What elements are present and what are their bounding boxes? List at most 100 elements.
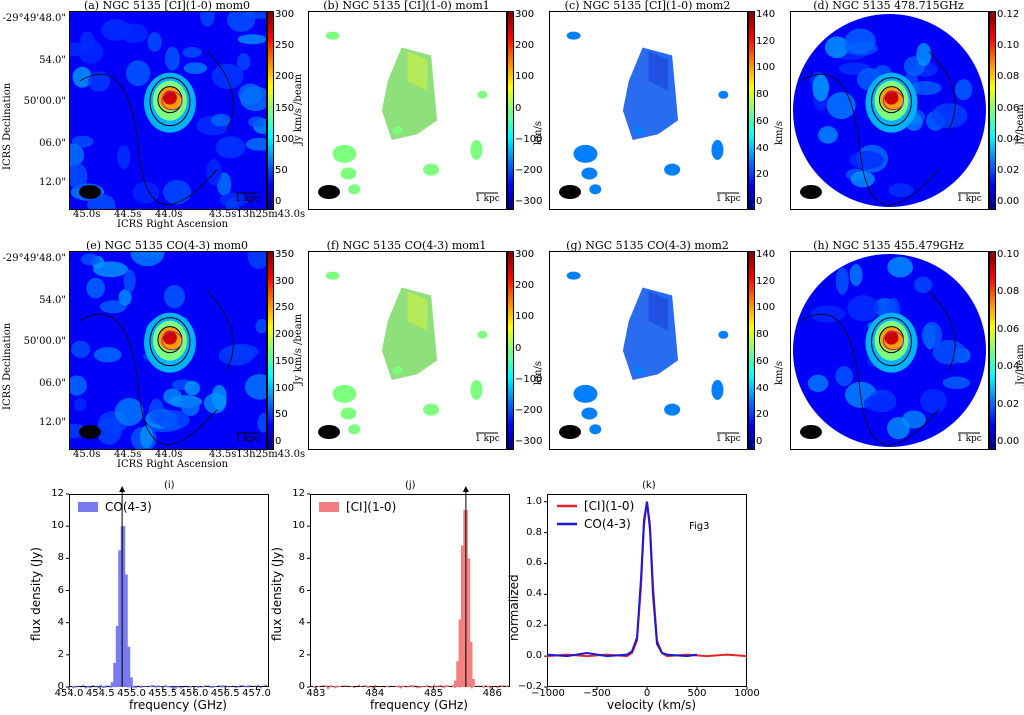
noise-blob bbox=[226, 12, 256, 32]
y-tick-label: 0 bbox=[57, 681, 64, 692]
noise-bar bbox=[437, 685, 440, 687]
y-tick-label: 0.4 bbox=[526, 588, 542, 600]
noise-blob bbox=[835, 267, 849, 295]
scale-bar-label: 1 kpc bbox=[957, 194, 982, 204]
colorbar-tick: 0 bbox=[275, 436, 282, 447]
noise-bar bbox=[421, 686, 424, 688]
noise-blob bbox=[182, 46, 202, 58]
noise-bar bbox=[470, 686, 473, 689]
mask-region bbox=[581, 407, 598, 420]
colorbar bbox=[267, 11, 274, 210]
noise-blob bbox=[184, 380, 201, 396]
noise-blob bbox=[826, 92, 856, 120]
noise-blob bbox=[71, 340, 91, 358]
noise-blob bbox=[863, 394, 897, 413]
y-tick-label: 54.0" bbox=[39, 55, 66, 66]
beam-ellipse bbox=[318, 185, 340, 199]
map-image bbox=[549, 11, 748, 210]
noise-bar bbox=[214, 686, 217, 687]
colorbar-tick: 0 bbox=[756, 196, 763, 207]
mask-region bbox=[325, 271, 340, 280]
noise-bar bbox=[204, 685, 207, 687]
colorbar-tick: 0 bbox=[275, 196, 282, 207]
beam-ellipse bbox=[79, 185, 101, 199]
colorbar-tick: 0.08 bbox=[997, 71, 1020, 83]
y-tick-label: 8 bbox=[298, 552, 305, 564]
mask-region bbox=[711, 139, 724, 160]
x-tick-label: 44.5s bbox=[114, 209, 142, 220]
beam-ellipse bbox=[559, 425, 581, 439]
mask-region bbox=[633, 366, 644, 375]
noise-bar bbox=[247, 685, 250, 688]
noise-blob bbox=[139, 425, 154, 449]
mask-region bbox=[392, 366, 403, 375]
noise-bar bbox=[144, 686, 147, 688]
noise-bar bbox=[477, 685, 480, 687]
noise-bar bbox=[407, 686, 410, 688]
noise-bar bbox=[430, 686, 433, 689]
noise-bar bbox=[383, 686, 386, 688]
mask-region bbox=[407, 291, 428, 331]
noise-bar bbox=[87, 685, 90, 688]
beam-ellipse bbox=[559, 185, 581, 199]
noise-bar bbox=[425, 684, 429, 688]
noise-bar bbox=[242, 684, 245, 687]
x-tick-label: 43.5s13h25m43.0s bbox=[209, 449, 306, 460]
noise-bar bbox=[92, 685, 95, 687]
noise-bar bbox=[244, 686, 247, 688]
noise-blob bbox=[211, 63, 244, 90]
x-axis-label: ICRS Right Ascension bbox=[117, 219, 229, 230]
colorbar bbox=[267, 251, 274, 450]
colorbar-tick: 150 bbox=[275, 102, 295, 114]
colorbar-tick: 300 bbox=[515, 249, 535, 260]
contour bbox=[800, 313, 940, 445]
mask-region bbox=[470, 139, 483, 160]
noise-blob bbox=[80, 253, 100, 266]
colorbar-tick: −300 bbox=[515, 436, 543, 447]
colorbar bbox=[748, 251, 755, 450]
mask-region bbox=[470, 379, 483, 400]
noise-blob bbox=[850, 171, 875, 188]
x-tick-label: 45.0s bbox=[73, 449, 101, 460]
y-tick-label: 50'00.0" bbox=[23, 336, 66, 347]
map-image bbox=[308, 251, 507, 450]
map-image bbox=[790, 251, 989, 450]
noise-bar bbox=[402, 685, 405, 688]
noise-bar bbox=[187, 686, 190, 688]
noise-blob bbox=[257, 412, 266, 433]
noise-blob bbox=[70, 143, 85, 167]
colorbar-tick: 0.06 bbox=[997, 323, 1020, 335]
y-tick-label: 50'00.0" bbox=[23, 96, 66, 107]
noise-blob bbox=[78, 40, 104, 64]
noise-bar bbox=[249, 685, 252, 686]
noise-bar bbox=[82, 684, 85, 686]
noise-blob bbox=[120, 23, 148, 44]
x-axis-label: velocity (km/s) bbox=[607, 698, 697, 712]
x-tick-label: 455.0 bbox=[117, 688, 146, 699]
noise-bar bbox=[209, 686, 212, 689]
noise-blob bbox=[211, 384, 227, 410]
colorbar-tick: 100 bbox=[756, 302, 776, 314]
beam-ellipse bbox=[318, 425, 340, 439]
noise-blob bbox=[847, 295, 880, 322]
colorbar-tick: 0.06 bbox=[997, 102, 1020, 114]
colorbar bbox=[989, 251, 996, 450]
noise-bar bbox=[189, 686, 192, 688]
map-svg bbox=[70, 12, 266, 209]
x-tick-label: 486 bbox=[482, 688, 502, 699]
x-tick-label: 45.0s bbox=[73, 209, 101, 220]
bar bbox=[465, 558, 471, 687]
colorbar-tick: −100 bbox=[515, 133, 543, 145]
noise-bar bbox=[444, 685, 447, 688]
beam-ellipse bbox=[800, 185, 822, 199]
noise-bar bbox=[264, 684, 267, 687]
y-tick-label: 10 bbox=[51, 520, 64, 532]
mask-region bbox=[664, 403, 681, 416]
y-tick-label: 0.6 bbox=[526, 557, 542, 569]
mask-region bbox=[348, 424, 361, 435]
colorbar-tick: 0.02 bbox=[997, 164, 1020, 176]
noise-bar bbox=[219, 685, 222, 688]
map-image bbox=[790, 11, 989, 210]
noise-bar bbox=[177, 686, 180, 688]
x-tick-label: 457.0 bbox=[242, 688, 271, 699]
